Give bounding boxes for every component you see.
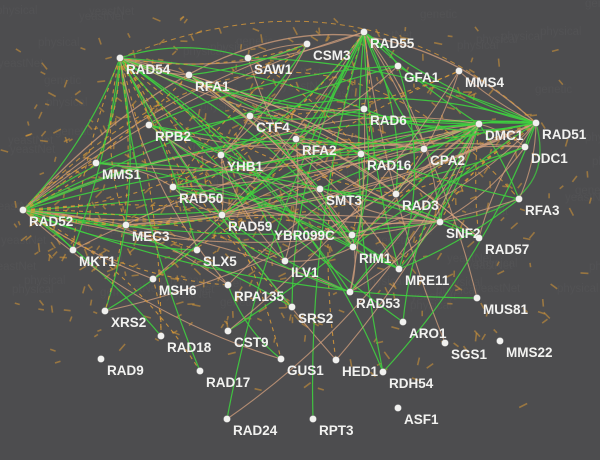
- svg-text:RPT3: RPT3: [319, 423, 354, 438]
- svg-text:yeastNet: yeastNet: [1, 235, 47, 247]
- svg-text:MKT1: MKT1: [79, 254, 116, 269]
- svg-text:yeastNet: yeastNet: [10, 144, 56, 156]
- svg-text:CSM3: CSM3: [313, 48, 351, 63]
- svg-text:yeastNet: yeastNet: [0, 261, 37, 273]
- svg-text:MMS1: MMS1: [102, 167, 141, 182]
- svg-text:YHB1: YHB1: [227, 159, 264, 174]
- svg-text:SRS2: SRS2: [298, 311, 333, 326]
- svg-text:yeastNet: yeastNet: [89, 6, 135, 18]
- svg-text:DMC1: DMC1: [485, 128, 524, 143]
- svg-text:RAD16: RAD16: [367, 158, 412, 173]
- svg-text:yeastNet: yeastNet: [0, 58, 44, 70]
- svg-text:physical: physical: [24, 275, 66, 287]
- svg-text:YBR099C: YBR099C: [274, 228, 335, 243]
- svg-text:SGS1: SGS1: [451, 347, 488, 362]
- svg-text:genetic: genetic: [420, 9, 457, 21]
- svg-text:RPA135: RPA135: [234, 289, 285, 304]
- svg-text:RIM1: RIM1: [359, 251, 392, 266]
- svg-text:RFA3: RFA3: [525, 203, 560, 218]
- svg-text:ASF1: ASF1: [404, 412, 439, 427]
- svg-text:RAD51: RAD51: [542, 127, 587, 142]
- svg-text:RAD54: RAD54: [126, 62, 171, 77]
- svg-text:CPA2: CPA2: [430, 153, 465, 168]
- svg-text:genetic: genetic: [535, 84, 572, 96]
- svg-text:RAD3: RAD3: [402, 198, 439, 213]
- svg-text:MUS81: MUS81: [483, 302, 529, 317]
- svg-text:ARO1: ARO1: [409, 326, 447, 341]
- svg-text:RAD9: RAD9: [107, 363, 144, 378]
- svg-text:physical: physical: [592, 156, 600, 168]
- svg-text:genetic: genetic: [44, 75, 81, 87]
- svg-text:RAD18: RAD18: [167, 340, 212, 355]
- svg-text:ILV1: ILV1: [291, 265, 319, 280]
- svg-text:RAD50: RAD50: [179, 191, 223, 206]
- svg-text:RPB2: RPB2: [155, 129, 191, 144]
- svg-text:RAD6: RAD6: [370, 113, 407, 128]
- svg-text:RAD17: RAD17: [206, 375, 250, 390]
- svg-text:physical: physical: [589, 261, 600, 273]
- svg-text:RAD53: RAD53: [356, 296, 401, 311]
- svg-text:RAD52: RAD52: [29, 214, 73, 229]
- svg-text:RAD24: RAD24: [233, 423, 278, 438]
- svg-text:CST9: CST9: [234, 335, 269, 350]
- svg-text:MMS4: MMS4: [465, 75, 504, 90]
- svg-text:genetic: genetic: [55, 126, 92, 138]
- svg-text:RAD59: RAD59: [228, 219, 272, 234]
- svg-text:SAW1: SAW1: [254, 62, 293, 77]
- svg-text:SLX5: SLX5: [203, 254, 237, 269]
- svg-text:RAD57: RAD57: [485, 242, 529, 257]
- svg-text:physical: physical: [501, 31, 543, 43]
- svg-text:HED1: HED1: [342, 364, 379, 379]
- svg-text:physical: physical: [38, 37, 80, 49]
- svg-text:CTF4: CTF4: [256, 120, 290, 135]
- svg-text:MMS22: MMS22: [506, 345, 553, 360]
- svg-text:SMT3: SMT3: [326, 193, 362, 208]
- svg-text:physical: physical: [585, 132, 600, 144]
- svg-text:XRS2: XRS2: [111, 315, 146, 330]
- svg-text:genetic: genetic: [585, 0, 600, 10]
- svg-text:GUS1: GUS1: [287, 363, 324, 378]
- svg-text:MEC3: MEC3: [132, 229, 170, 244]
- svg-text:GFA1: GFA1: [404, 70, 440, 85]
- svg-text:MSH6: MSH6: [159, 283, 197, 298]
- svg-text:physical: physical: [0, 5, 38, 17]
- svg-text:yeastNet: yeastNet: [467, 260, 513, 272]
- svg-text:DDC1: DDC1: [531, 151, 568, 166]
- svg-text:RAD55: RAD55: [370, 36, 415, 51]
- svg-text:RDH54: RDH54: [389, 376, 434, 391]
- svg-text:RFA2: RFA2: [302, 143, 337, 158]
- svg-text:MRE11: MRE11: [405, 273, 450, 288]
- svg-text:SNF2: SNF2: [446, 226, 481, 241]
- svg-text:genetic: genetic: [575, 185, 600, 197]
- svg-text:physical: physical: [540, 26, 582, 38]
- svg-text:physical: physical: [557, 283, 599, 295]
- svg-text:RFA1: RFA1: [195, 79, 230, 94]
